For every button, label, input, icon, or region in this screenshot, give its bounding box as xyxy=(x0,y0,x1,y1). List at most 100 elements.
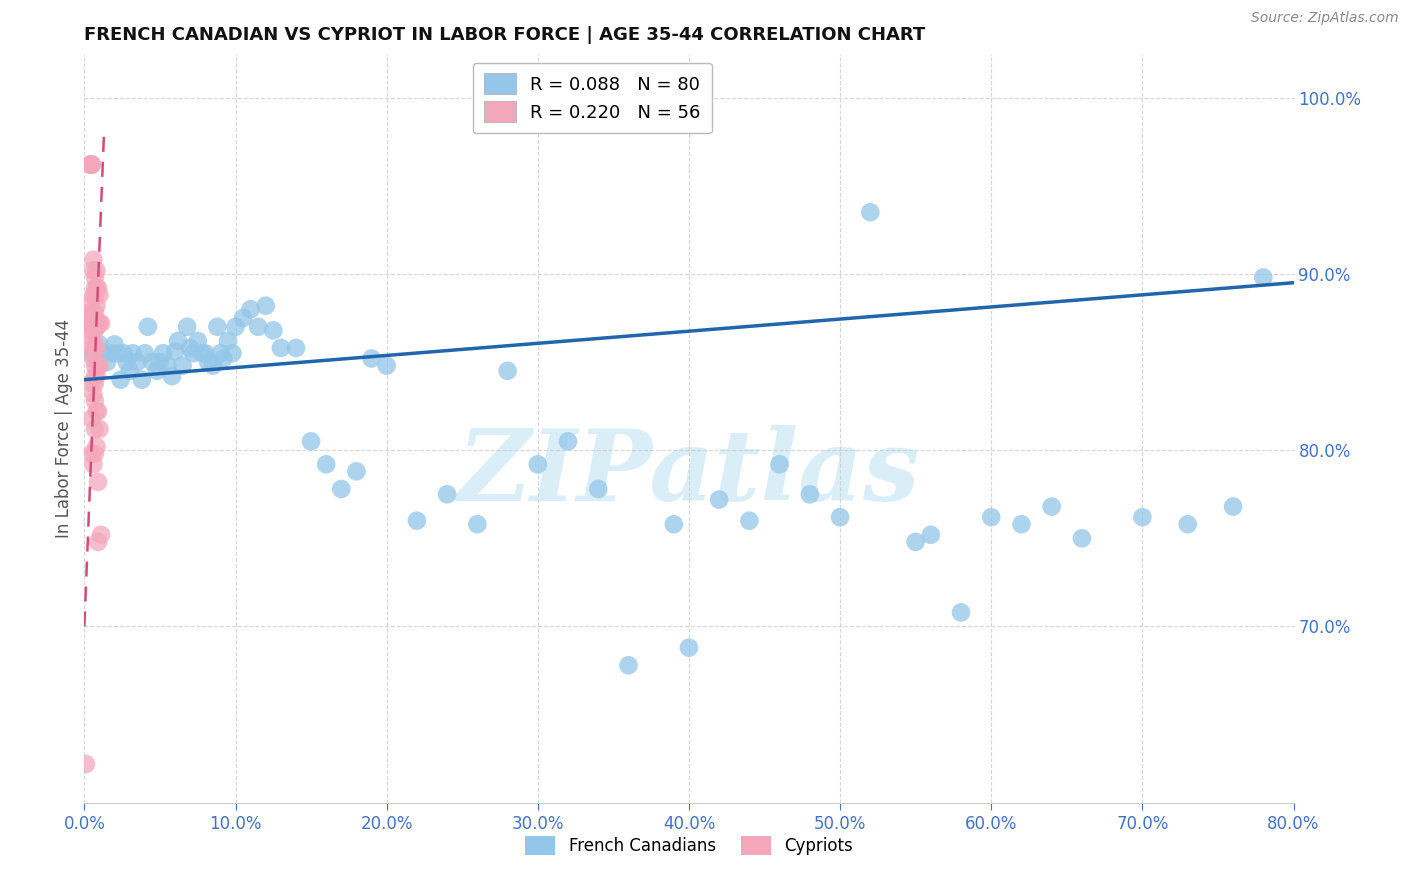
Point xyxy=(799,487,821,501)
Point xyxy=(232,310,254,325)
Point xyxy=(254,299,277,313)
Point xyxy=(136,319,159,334)
Point xyxy=(84,288,107,302)
Point xyxy=(77,316,100,330)
Point xyxy=(86,341,108,355)
Point xyxy=(239,302,262,317)
Point xyxy=(207,319,229,334)
Point xyxy=(82,288,104,302)
Point xyxy=(87,475,110,489)
Point xyxy=(127,355,149,369)
Point xyxy=(176,319,198,334)
Point xyxy=(904,534,927,549)
Point xyxy=(496,364,519,378)
Point xyxy=(467,517,489,532)
Point xyxy=(82,458,104,472)
Point xyxy=(84,306,107,320)
Point xyxy=(77,306,100,320)
Point xyxy=(80,158,103,172)
Point xyxy=(75,757,97,772)
Point xyxy=(662,517,685,532)
Point xyxy=(375,359,398,373)
Point xyxy=(84,447,107,461)
Point xyxy=(79,158,101,172)
Point xyxy=(1040,500,1063,514)
Point xyxy=(86,319,108,334)
Point xyxy=(167,334,190,348)
Point xyxy=(84,281,107,295)
Point xyxy=(86,404,108,418)
Point xyxy=(107,346,129,360)
Point xyxy=(80,346,103,360)
Point xyxy=(315,458,337,472)
Point xyxy=(84,422,107,436)
Point xyxy=(82,306,104,320)
Point xyxy=(920,528,942,542)
Point xyxy=(950,606,973,620)
Point xyxy=(165,344,187,359)
Point xyxy=(87,534,110,549)
Point xyxy=(191,346,214,360)
Point xyxy=(299,434,322,449)
Point xyxy=(82,263,104,277)
Point xyxy=(212,351,235,366)
Point xyxy=(79,158,101,172)
Point xyxy=(330,482,353,496)
Point xyxy=(82,386,104,401)
Point xyxy=(134,346,156,360)
Point xyxy=(112,346,135,360)
Point xyxy=(84,270,107,285)
Point xyxy=(436,487,458,501)
Point xyxy=(86,299,108,313)
Point xyxy=(225,319,247,334)
Point xyxy=(557,434,579,449)
Point xyxy=(82,334,104,348)
Point xyxy=(617,658,640,673)
Point xyxy=(86,316,108,330)
Point xyxy=(96,355,118,369)
Point xyxy=(87,281,110,295)
Point xyxy=(1071,532,1094,546)
Point xyxy=(89,337,111,351)
Legend: French Canadians, Cypriots: French Canadians, Cypriots xyxy=(519,830,859,862)
Point xyxy=(262,323,284,337)
Point xyxy=(738,514,761,528)
Point xyxy=(527,458,550,472)
Point xyxy=(80,158,103,172)
Point xyxy=(980,510,1002,524)
Point xyxy=(179,341,201,355)
Point xyxy=(152,346,174,360)
Point xyxy=(87,359,110,373)
Point xyxy=(160,369,183,384)
Point xyxy=(1222,500,1244,514)
Point xyxy=(80,376,103,391)
Point xyxy=(86,369,108,384)
Point xyxy=(89,288,111,302)
Point xyxy=(80,323,103,337)
Text: FRENCH CANADIAN VS CYPRIOT IN LABOR FORCE | AGE 35-44 CORRELATION CHART: FRENCH CANADIAN VS CYPRIOT IN LABOR FORC… xyxy=(84,26,925,44)
Point xyxy=(91,346,114,360)
Point xyxy=(209,346,232,360)
Point xyxy=(201,359,224,373)
Point xyxy=(79,158,101,172)
Point xyxy=(285,341,308,355)
Point xyxy=(1130,510,1153,524)
Point xyxy=(86,440,108,454)
Point xyxy=(406,514,429,528)
Point xyxy=(76,323,98,337)
Point xyxy=(187,334,209,348)
Point xyxy=(84,376,107,391)
Point xyxy=(110,373,132,387)
Point xyxy=(270,341,292,355)
Point xyxy=(84,341,107,355)
Point xyxy=(197,355,219,369)
Point xyxy=(346,464,368,478)
Point xyxy=(118,364,141,378)
Point xyxy=(80,341,103,355)
Point xyxy=(76,299,98,313)
Point xyxy=(181,346,204,360)
Point xyxy=(149,355,172,369)
Point xyxy=(678,640,700,655)
Point xyxy=(90,528,112,542)
Point xyxy=(86,263,108,277)
